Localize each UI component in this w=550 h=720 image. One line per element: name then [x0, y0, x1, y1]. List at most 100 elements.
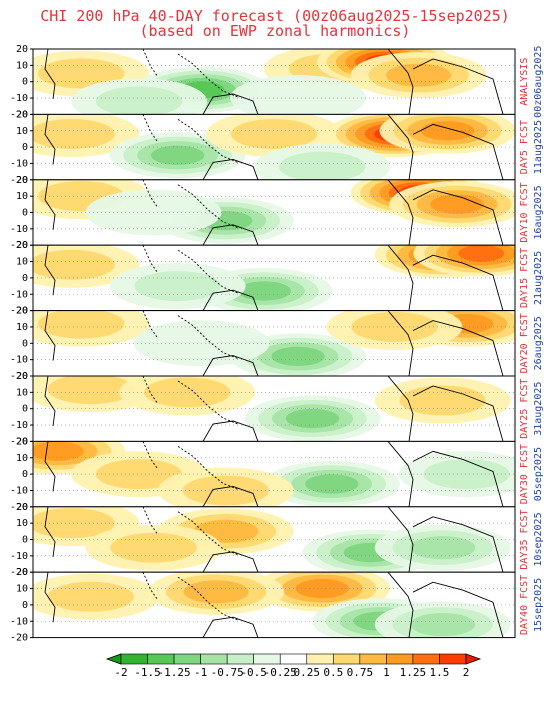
y-tick-label: 20 [16, 436, 28, 447]
y-tick-label: 0 [22, 535, 28, 546]
contour-level [399, 385, 486, 416]
coastline [177, 446, 239, 490]
y-tick-label: -10 [10, 93, 28, 104]
contour-level [430, 194, 484, 214]
y-tick-label: 10 [16, 191, 28, 202]
contour-level [144, 377, 231, 408]
y-tick-label: -20 [10, 175, 28, 186]
y-tick-label: 10 [16, 387, 28, 398]
colorbar-tick-label: -2 [114, 666, 127, 679]
panel-date: 11aug2025 [533, 120, 544, 174]
contour-level [423, 459, 510, 490]
coastline [412, 123, 504, 180]
coastline [412, 385, 504, 442]
y-tick-label: -20 [10, 567, 28, 578]
coastline [387, 245, 414, 311]
colorbar-box [386, 653, 414, 665]
colorbar-tick-label: 1.25 [400, 666, 427, 679]
coastline [177, 576, 239, 621]
panel-label: DAY15 FCST [519, 248, 530, 308]
coastline [202, 551, 259, 573]
y-tick-label: 10 [16, 322, 28, 333]
panel-date: 10sep2025 [533, 512, 544, 566]
coastline [387, 441, 414, 507]
colorbar-tick-label: 1 [383, 666, 390, 679]
coastline [44, 572, 56, 623]
y-tick-label: 20 [16, 371, 28, 382]
coastline [412, 254, 504, 311]
panel-label: DAY40 FCST [519, 575, 530, 635]
y-tick-label: -10 [10, 158, 28, 169]
contour-level [95, 86, 183, 115]
colorbar-box [120, 653, 148, 665]
colorbar-tick-label: 0.5 [323, 666, 343, 679]
coastline [387, 49, 414, 115]
contour-level [386, 63, 452, 87]
map-panel: 20 10 0 -10 -20 DAY35 FCST 10sep2025 [10, 502, 544, 578]
panel-date: 26aug2025 [533, 316, 544, 370]
y-tick-label: 0 [22, 142, 28, 153]
y-tick-label: 0 [22, 404, 28, 415]
colorbar-tick-label: 0.75 [347, 666, 374, 679]
coastline [412, 581, 504, 638]
y-tick-label: -10 [10, 551, 28, 562]
chart-subtitle: (based on EWP zonal harmonics) [139, 22, 411, 40]
colorbar-arrow-left [105, 653, 122, 665]
coastline [44, 179, 56, 230]
coastline [44, 245, 56, 296]
map-panel: 20 10 0 -10 -20 DAY20 FCST 26aug2025 [10, 306, 544, 382]
contour-level [33, 249, 115, 280]
colorbar-box [200, 653, 228, 665]
y-tick-label: -20 [10, 306, 28, 317]
colorbar-tick-label: 1.5 [430, 666, 450, 679]
panels-group: 20 10 0 -10 -20 ANALYSIS 00z06aug2025 20 10 0 -10 -… [10, 44, 544, 644]
panel-label: DAY20 FCST [519, 313, 530, 373]
panel-label: DAY35 FCST [519, 509, 530, 569]
contour-level [420, 121, 475, 141]
y-tick-label: 20 [16, 306, 28, 317]
contour-level [271, 346, 325, 367]
coastline [177, 53, 239, 98]
panel-date: 00z06aug2025 [533, 46, 544, 118]
coastline [177, 315, 239, 360]
y-tick-label: 20 [16, 502, 28, 513]
panel-date: 16aug2025 [533, 185, 544, 239]
coastline [202, 224, 259, 246]
chi-field [33, 114, 515, 180]
contour-level [134, 271, 221, 302]
colorbar-tick-label: -1.25 [158, 666, 191, 679]
y-tick-label: -20 [10, 371, 28, 382]
coastline [44, 376, 56, 427]
contour-level [295, 578, 349, 599]
colorbar: -2 -1.5-1.25 -1 -0.75-0.5-0.250.25 0.5 0.75 1 1… [105, 653, 482, 679]
y-tick-label: -20 [10, 240, 28, 251]
map-panel: 20 10 0 -10 -20 DAY15 FCST 21aug2025 [10, 240, 544, 317]
colorbar-tick-label: -1 [194, 666, 207, 679]
coastline [387, 114, 414, 180]
colorbar-box [147, 653, 175, 665]
colorbar-arrow-right [465, 653, 482, 665]
chi-field [33, 49, 515, 115]
colorbar-tick-label: -0.5 [240, 666, 267, 679]
coastline [202, 93, 259, 115]
panel-label: DAY25 FCST [519, 379, 530, 439]
coastline [202, 289, 259, 311]
y-tick-label: 10 [16, 257, 28, 268]
coastline [412, 320, 504, 377]
coastline [387, 179, 414, 246]
contour-level [279, 151, 366, 180]
chi-field [33, 179, 515, 246]
y-tick-label: 20 [16, 567, 28, 578]
y-tick-label: 20 [16, 109, 28, 120]
map-panel: 20 10 0 -10 -20 DAY25 FCST 31aug2025 [10, 371, 544, 447]
contour-level [95, 459, 183, 490]
coastline [177, 119, 239, 163]
y-tick-label: -10 [10, 355, 28, 366]
y-tick-label: -20 [10, 633, 28, 644]
y-tick-label: 10 [16, 518, 28, 529]
panel-label: DAY30 FCST [519, 444, 530, 504]
coastline [177, 380, 239, 425]
coastline [44, 114, 56, 165]
y-tick-label: -10 [10, 224, 28, 235]
chi-field [33, 376, 515, 442]
